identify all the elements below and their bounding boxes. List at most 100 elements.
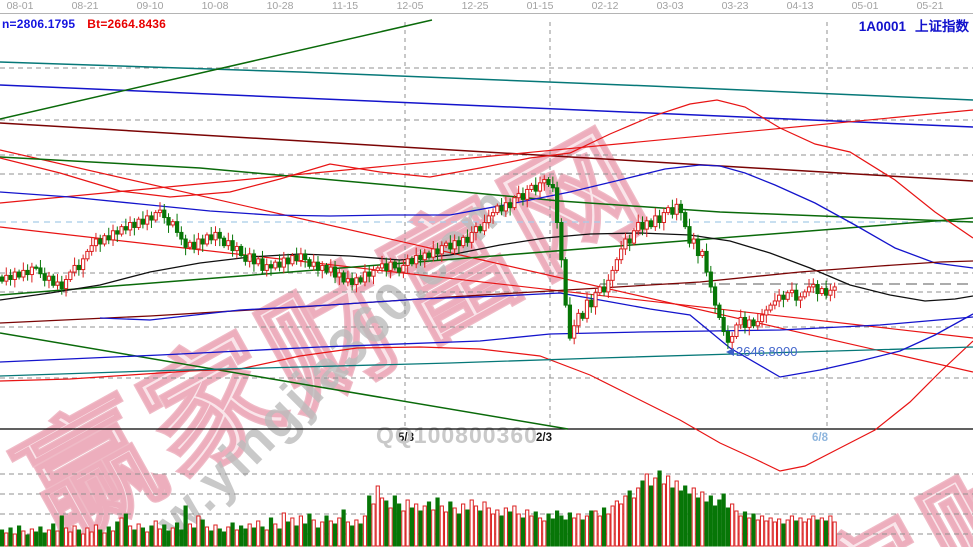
candle-body (119, 226, 124, 235)
candle-body (85, 250, 90, 260)
volume-bar (294, 525, 299, 547)
candle-body (478, 226, 483, 232)
candle-body (508, 202, 513, 209)
candle-body (555, 187, 560, 223)
volume-bar (157, 528, 163, 547)
candle-body (537, 182, 543, 192)
candle-body (482, 222, 487, 232)
volume-bar (4, 532, 9, 547)
volume-bar (264, 529, 269, 547)
symbol-title[interactable]: 1A0001 上证指数 (859, 15, 969, 35)
volume-bar (619, 503, 624, 547)
candle-body (610, 269, 615, 281)
candle-body (102, 235, 107, 245)
candle-body (59, 281, 64, 290)
candle-body (362, 271, 368, 283)
candle-body (661, 212, 666, 223)
candle-body (465, 236, 470, 243)
date-label: 04-13 (786, 0, 814, 12)
volume-bar (217, 528, 222, 547)
candle-body (490, 212, 496, 217)
volume-bar (832, 521, 837, 547)
candle-body (273, 261, 278, 269)
candle-body (409, 258, 415, 265)
volume-bar (725, 507, 730, 547)
candle-body (461, 236, 466, 247)
volume-bar (683, 485, 688, 547)
candle-body (589, 299, 594, 308)
candle-body (580, 312, 585, 319)
candle-body (213, 231, 218, 241)
candle-body (281, 257, 286, 268)
candle-body (747, 319, 752, 328)
volume-bar (51, 523, 56, 547)
candle-body (623, 238, 628, 250)
header-separator (0, 13, 973, 14)
volume-bar (166, 530, 171, 547)
candle-body (341, 272, 346, 283)
volume-bar (345, 521, 350, 547)
candle-body (98, 238, 103, 245)
volume-bar (409, 507, 415, 547)
candle-body (166, 217, 171, 226)
volume-bar (38, 526, 43, 547)
candle-body (503, 202, 508, 212)
volume-bar (627, 490, 632, 547)
candle-body (157, 209, 163, 214)
volume-bar (734, 510, 739, 547)
candle-body (811, 283, 816, 288)
volume-bar (422, 505, 427, 547)
gann-red-ascending (0, 109, 973, 204)
volume-bar (29, 528, 34, 547)
volume-bar (145, 531, 150, 547)
volume-bar (819, 517, 824, 547)
volume-bar (452, 507, 457, 547)
volume-bar (674, 480, 679, 547)
volume-bar (636, 487, 641, 547)
volume-bar (806, 518, 812, 547)
candle-body (392, 261, 397, 269)
candle-body (717, 304, 722, 318)
candle-body (725, 331, 730, 343)
symbol-name: 上证指数 (915, 19, 969, 34)
candle-body (542, 179, 547, 184)
candle-body (546, 179, 551, 186)
candle-body (328, 266, 333, 273)
indicator-n-value: n=2806.1795 (2, 17, 76, 31)
volume-bar (426, 501, 432, 547)
candle-body (550, 184, 555, 189)
candle-body (597, 286, 602, 294)
gann-green-down-steep (0, 332, 569, 430)
volume-bar (555, 510, 560, 547)
volume-bar (324, 515, 329, 547)
candle-body (384, 263, 389, 271)
candle-body (755, 321, 760, 327)
volume-bar (623, 495, 628, 547)
volume-bar (170, 527, 175, 547)
price-marker-arrow-icon (726, 348, 734, 356)
candle-body (200, 238, 205, 245)
candle-body (431, 248, 436, 258)
candle-body (12, 271, 17, 280)
volume-bar (499, 515, 504, 547)
volume-bar (542, 520, 547, 547)
gann-label-6-8: 6/8 (812, 432, 828, 444)
candle-body (230, 240, 235, 252)
volume-bar (320, 521, 325, 547)
volume-bar (572, 517, 577, 547)
volume-bar (815, 519, 820, 547)
candle-body (759, 314, 765, 323)
volume-bar (196, 515, 201, 547)
volume-bar (388, 507, 393, 547)
candle-body (414, 255, 419, 265)
volume-bar (81, 533, 86, 547)
candle-body (332, 266, 338, 278)
candle-body (128, 222, 133, 231)
candle-body (572, 325, 577, 339)
gann-red-descending-b (0, 149, 973, 373)
price-annotation-value: 2646.8000 (736, 344, 798, 359)
volume-bar (102, 532, 107, 547)
ma-blue-dip (99, 292, 973, 378)
